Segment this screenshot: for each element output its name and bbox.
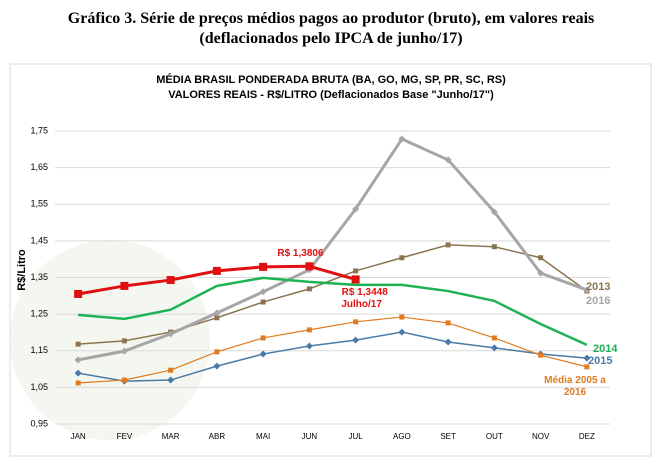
series-line	[78, 276, 588, 347]
y-tick-label: 1,15	[30, 345, 48, 355]
point-marker	[120, 347, 128, 355]
point-marker	[259, 350, 267, 358]
data-label: R$ 1,3806	[277, 248, 324, 259]
series-line	[77, 331, 587, 382]
x-tick-label: AGO	[393, 432, 411, 441]
point-marker	[305, 262, 314, 271]
data-label: R$ 1,3448	[342, 287, 389, 298]
point-marker	[260, 299, 266, 305]
point-marker	[491, 244, 497, 250]
point-marker	[490, 344, 498, 352]
y-tick-label: 1,25	[30, 309, 48, 319]
page-subtitle: (deflacionados pelo IPCA de junho/17)	[199, 30, 463, 47]
point-marker	[305, 342, 313, 350]
point-marker	[583, 354, 591, 362]
point-marker	[584, 364, 590, 370]
point-marker	[75, 341, 81, 347]
point-marker	[490, 208, 498, 216]
y-tick-label: 0,95	[30, 418, 48, 428]
point-marker	[75, 380, 81, 386]
series-label: 2014	[593, 343, 618, 355]
x-tick-label: MAI	[256, 432, 270, 441]
point-marker	[306, 327, 312, 333]
point-marker	[214, 315, 220, 321]
point-marker	[74, 369, 82, 377]
point-marker	[121, 377, 127, 383]
point-marker	[166, 276, 175, 285]
point-marker	[538, 255, 544, 261]
point-marker	[538, 352, 544, 358]
y-axis-label: R$/Litro	[16, 249, 28, 291]
point-marker	[167, 376, 175, 384]
point-marker	[214, 349, 220, 355]
point-marker	[351, 275, 360, 284]
point-marker	[399, 255, 405, 261]
x-tick-label: SET	[440, 432, 456, 441]
x-tick-label: DEZ	[579, 432, 595, 441]
y-tick-label: 1,65	[30, 162, 48, 172]
series-label: 2013	[586, 281, 610, 293]
series-label: 2015	[588, 355, 612, 367]
chart-subtitle: VALORES REAIS - R$/LITRO (Deflacionados …	[168, 89, 494, 101]
point-marker	[213, 309, 221, 317]
x-tick-label: FEV	[117, 432, 133, 441]
point-marker	[74, 356, 82, 364]
annotation: Julho/17	[341, 299, 382, 310]
point-marker	[444, 338, 452, 346]
series-label: 2016	[586, 295, 610, 307]
point-marker	[259, 288, 267, 296]
point-marker	[583, 286, 591, 294]
y-tick-label: 1,05	[30, 382, 48, 392]
x-tick-label: JAN	[71, 432, 86, 441]
point-marker	[352, 336, 360, 344]
x-tick-label: JUL	[349, 432, 364, 441]
point-marker	[167, 330, 175, 338]
series-line	[77, 137, 588, 362]
point-marker	[444, 156, 452, 164]
point-marker	[213, 362, 221, 370]
y-tick-label: 1,35	[30, 272, 48, 282]
point-marker	[399, 314, 405, 320]
point-marker	[168, 367, 174, 373]
x-tick-label: ABR	[209, 432, 226, 441]
x-tick-label: JUN	[302, 432, 318, 441]
point-marker	[353, 268, 359, 274]
x-tick-label: OUT	[486, 432, 503, 441]
y-tick-label: 1,75	[30, 125, 48, 135]
point-marker	[74, 289, 83, 298]
series-line	[78, 316, 588, 384]
point-marker	[121, 338, 127, 344]
point-marker	[120, 281, 129, 290]
point-marker	[259, 262, 268, 271]
chart-frame	[9, 63, 652, 457]
point-marker	[353, 319, 359, 325]
point-marker	[398, 135, 406, 143]
point-marker	[445, 320, 451, 326]
point-marker	[212, 266, 221, 275]
series-line	[78, 244, 588, 345]
decoration	[10, 240, 210, 440]
series-label: Média 2005 a 2016	[544, 375, 606, 398]
x-tick-label: NOV	[532, 432, 550, 441]
y-tick-label: 1,55	[30, 199, 48, 209]
point-marker	[491, 335, 497, 341]
chart-title: MÉDIA BRASIL PONDERADA BRUTA (BA, GO, MG…	[156, 73, 506, 86]
y-tick-label: 1,45	[30, 235, 48, 245]
page-title: Gráfico 3. Série de preços médios pagos …	[67, 10, 595, 27]
point-marker	[306, 286, 312, 292]
point-marker	[398, 328, 406, 336]
point-marker	[352, 205, 360, 213]
x-tick-label: MAR	[162, 432, 180, 441]
point-marker	[260, 335, 266, 341]
point-marker	[445, 242, 451, 248]
point-marker	[537, 269, 545, 277]
